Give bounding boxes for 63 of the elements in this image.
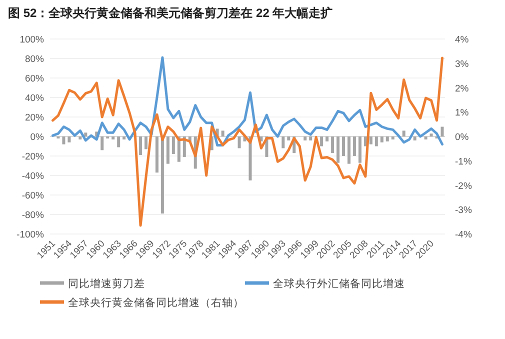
bar: [352, 136, 356, 156]
line-series: [51, 56, 444, 147]
bar: [320, 136, 324, 146]
bar: [117, 136, 120, 148]
legend-label: 全球央行黄金储备同比增速（右轴）: [68, 296, 244, 309]
bar: [309, 136, 312, 140]
y2-tick-label: -2%: [455, 180, 472, 192]
bar: [304, 136, 307, 140]
y-tick-label: 100%: [20, 34, 45, 46]
y-tick-label: 20%: [24, 112, 45, 124]
bar: [112, 136, 115, 140]
y-tick-label: -40%: [22, 171, 45, 182]
line-series: [51, 56, 444, 227]
y2-tick-label: -4%: [455, 230, 472, 240]
legend-label: 全球央行外汇储备同比增速: [273, 277, 405, 290]
bar: [386, 136, 389, 142]
y-tick-label: 40%: [24, 93, 45, 104]
bar: [413, 136, 416, 140]
bar: [347, 136, 350, 164]
bar: [391, 136, 394, 140]
bar: [282, 136, 285, 148]
bar: [331, 136, 334, 154]
y2-tick-label: -1%: [455, 156, 472, 168]
bar: [78, 136, 82, 140]
bar: [68, 136, 71, 142]
y2-tick-label: 1%: [455, 108, 470, 119]
bar: [144, 136, 148, 150]
bar: [287, 136, 290, 140]
y-tick-label: 0%: [30, 132, 45, 143]
bar: [166, 136, 170, 164]
bar: [100, 136, 104, 150]
bar: [84, 132, 88, 136]
y-tick-label: 80%: [24, 54, 45, 65]
bar: [374, 136, 378, 146]
bar: [336, 136, 340, 163]
bar: [424, 136, 428, 140]
bar: [380, 136, 384, 142]
y-tick-label: 60%: [24, 74, 45, 84]
y2-tick-label: 2%: [455, 83, 470, 94]
bar: [358, 136, 362, 163]
y-tick-label: -60%: [22, 190, 45, 202]
bar: [122, 136, 126, 140]
bar: [172, 136, 175, 154]
bar: [326, 136, 329, 142]
bar: [62, 136, 66, 144]
bar: [221, 130, 224, 136]
bar: [139, 136, 142, 156]
y2-tick-label: -3%: [455, 205, 472, 216]
y-tick-label: -20%: [22, 152, 45, 162]
y-tick-label: -100%: [16, 230, 45, 240]
bar: [440, 126, 444, 136]
bar: [155, 136, 158, 173]
bar: [369, 136, 372, 144]
chart-title: 图 52：全球央行黄金储备和美元储备剪刀差在 22 年大幅走扩: [8, 6, 333, 20]
bar: [430, 134, 433, 136]
y-tick-label: -80%: [22, 210, 45, 221]
legend-label: 同比增速剪刀差: [68, 277, 145, 290]
y2-tick-label: 0%: [455, 132, 470, 143]
y2-tick-label: 3%: [455, 58, 470, 70]
y2-tick-label: 4%: [455, 34, 470, 46]
bar: [342, 136, 346, 156]
bar: [238, 136, 241, 148]
bar: [402, 130, 406, 136]
